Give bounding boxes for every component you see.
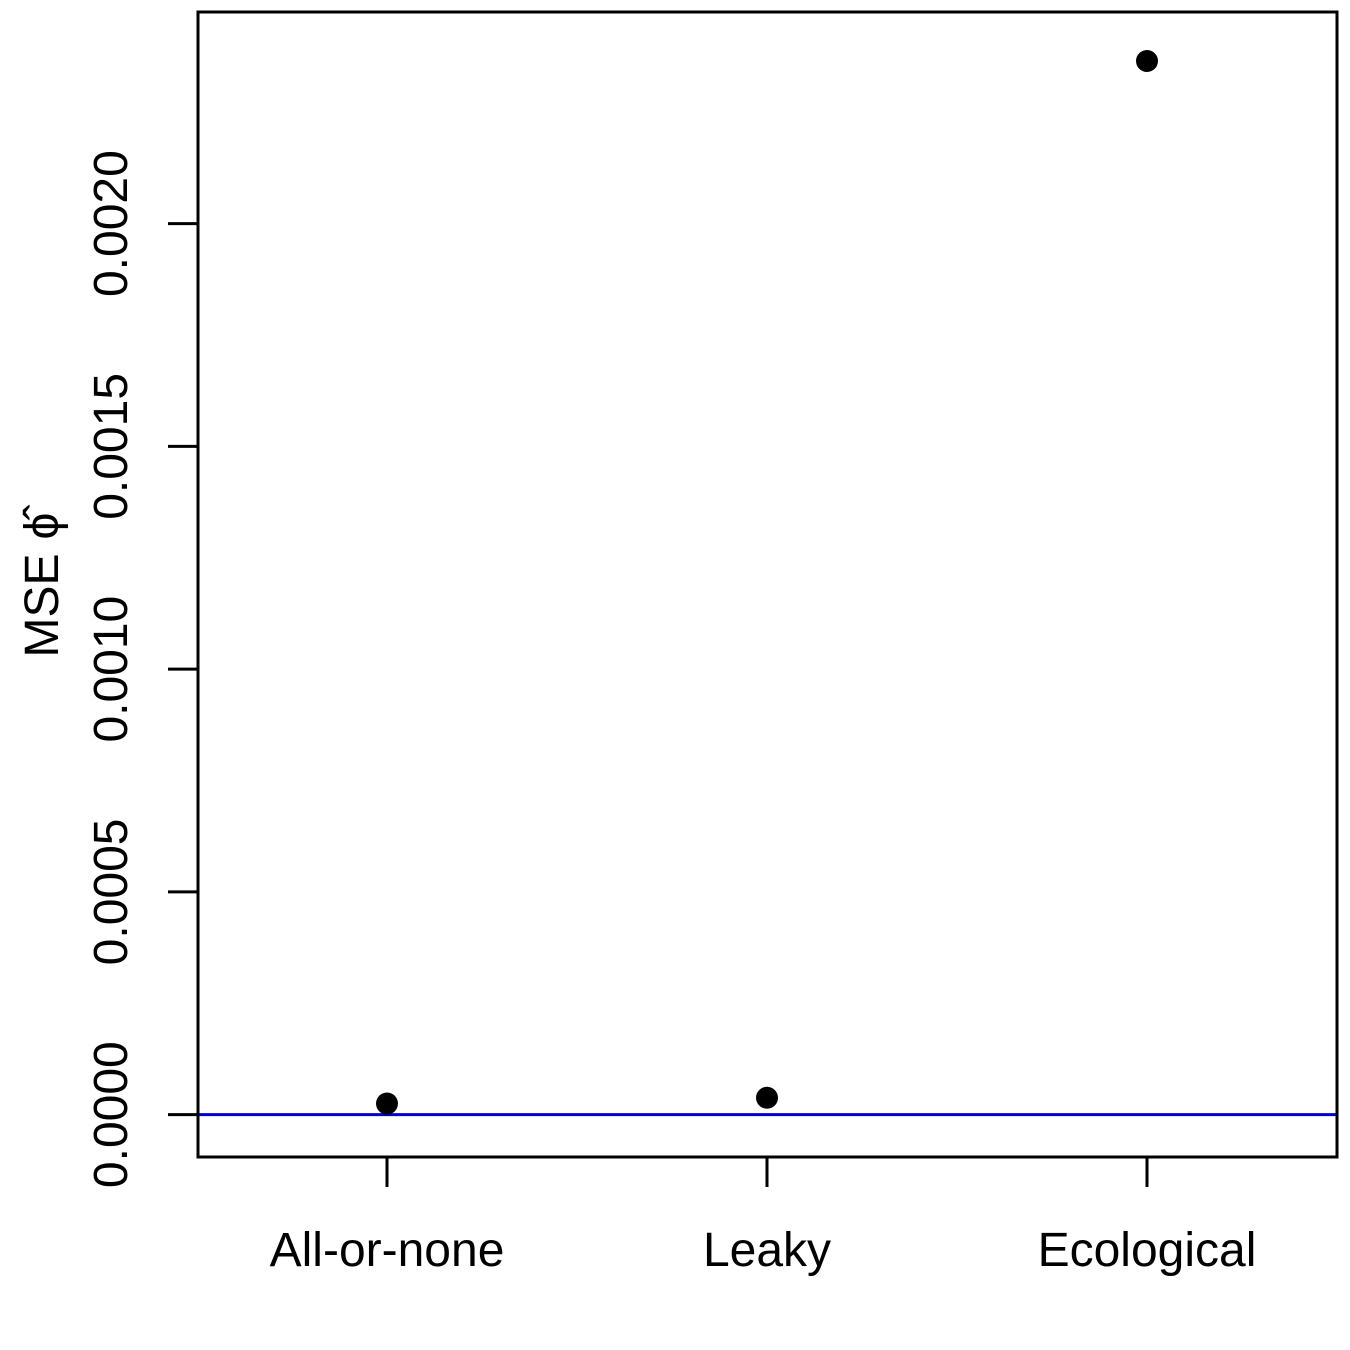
x-category-label: All-or-none bbox=[270, 1224, 505, 1277]
data-point bbox=[376, 1092, 398, 1115]
y-tick-label: 0.0020 bbox=[85, 150, 138, 297]
data-point bbox=[756, 1086, 778, 1109]
y-tick-label: 0.0010 bbox=[85, 596, 138, 743]
y-axis: 0.0000 0.0005 0.0010 0.0015 0.0020 bbox=[85, 150, 198, 1188]
y-tick-label: 0.0015 bbox=[85, 373, 138, 520]
y-axis-label-text: MSE bbox=[16, 553, 69, 657]
y-tick-label: 0.0000 bbox=[85, 1041, 138, 1188]
data-point bbox=[1136, 50, 1158, 73]
y-tick-label: 0.0005 bbox=[85, 819, 138, 966]
y-axis-label: MSEϕ̂ bbox=[16, 505, 69, 658]
x-category-label: Ecological bbox=[1038, 1224, 1257, 1277]
plot-frame bbox=[196, 10, 1339, 1159]
x-axis: All-or-none Leaky Ecological bbox=[270, 1157, 1257, 1277]
x-category-label: Leaky bbox=[703, 1224, 831, 1277]
points-layer bbox=[376, 50, 1158, 1115]
